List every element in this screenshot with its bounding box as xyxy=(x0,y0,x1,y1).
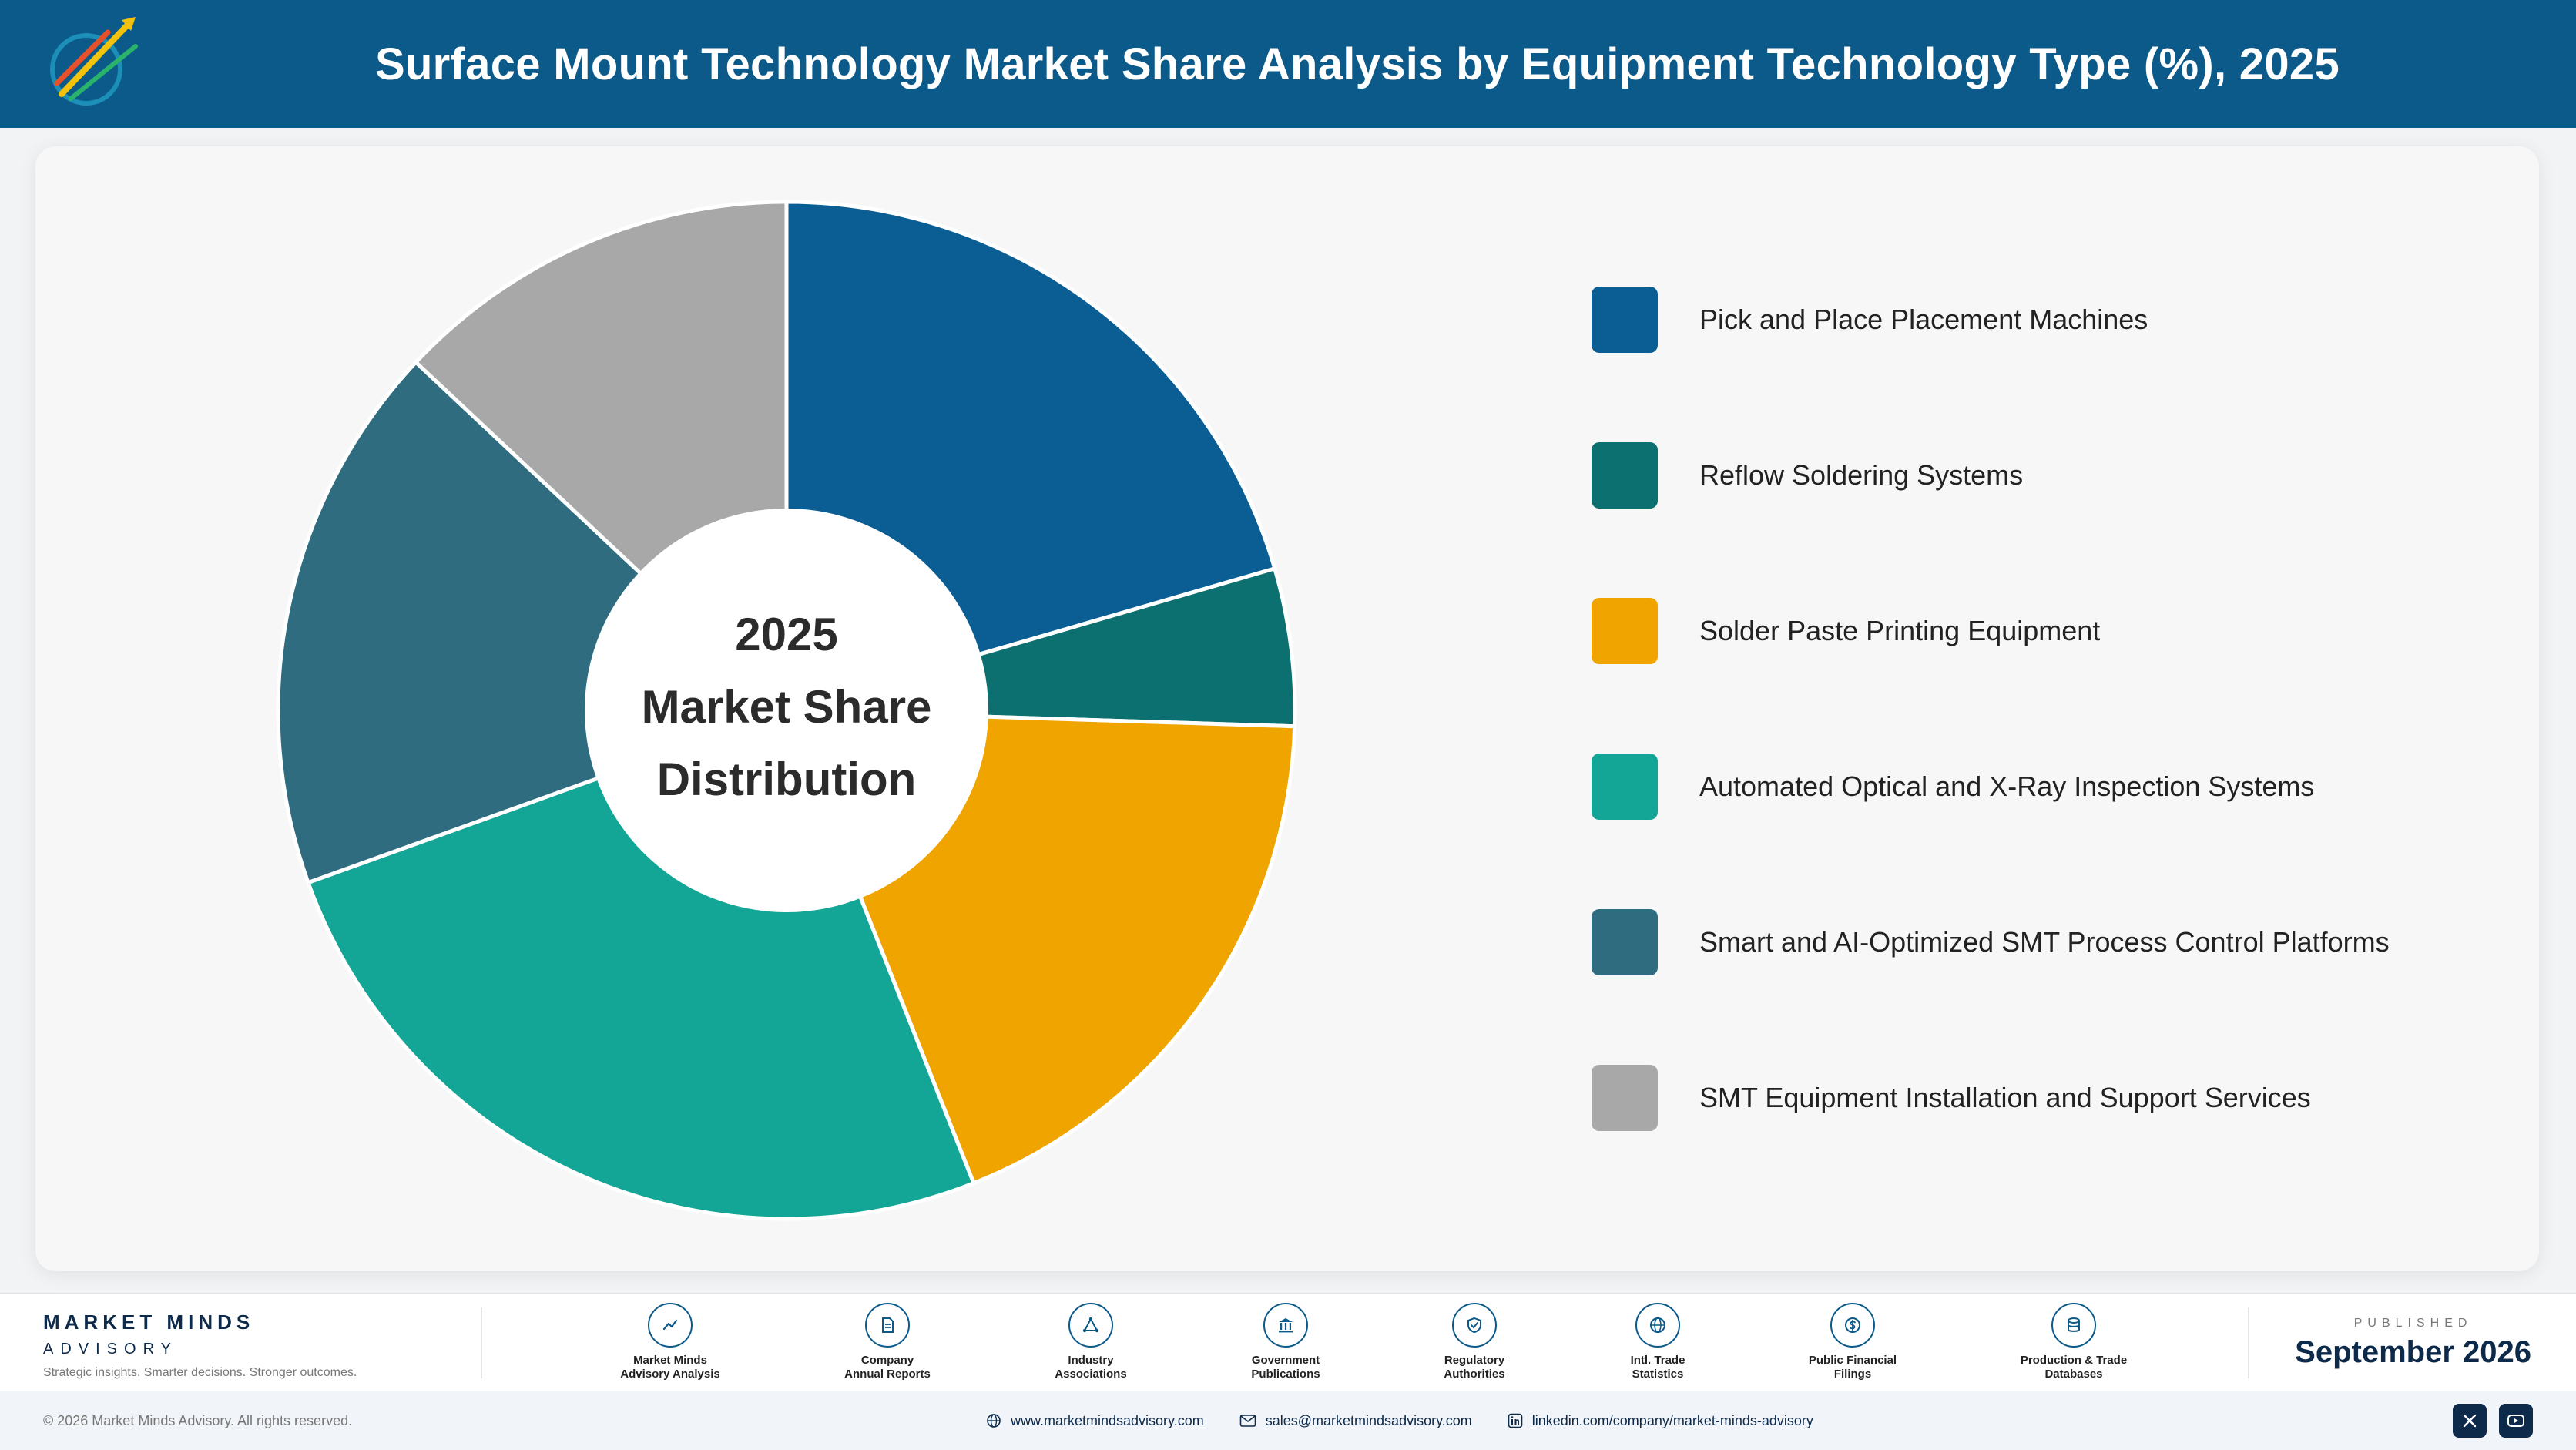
divider xyxy=(2248,1307,2249,1378)
legend-item-4: Automated Optical and X-Ray Inspection S… xyxy=(1592,754,2314,820)
source-item-2: Company Annual Reports xyxy=(803,1303,972,1381)
source-item-3: Industry Associations xyxy=(1006,1303,1176,1381)
globe-icon xyxy=(987,1414,1001,1428)
legend-item-6: SMT Equipment Installation and Support S… xyxy=(1592,1065,2311,1131)
email-text: sales@marketmindsadvisory.com xyxy=(1265,1412,1472,1428)
social-links xyxy=(2440,1404,2533,1438)
brand-block: MARKET MINDS ADVISORY Strategic insights… xyxy=(43,1311,357,1380)
legend-swatch xyxy=(1592,598,1658,664)
divider xyxy=(481,1307,482,1378)
copyright-text: © 2026 Market Minds Advisory. All rights… xyxy=(43,1412,353,1428)
legend-label: Solder Paste Printing Equipment xyxy=(1699,615,2101,646)
data-sources: Market Minds Advisory Analysis Company Annu… xyxy=(0,1294,2576,1392)
brand-tagline: Strategic insights. Smarter decisions. S… xyxy=(43,1366,357,1379)
dollar-coin-icon xyxy=(1830,1303,1875,1348)
source-label: Public Financial Filings xyxy=(1808,1354,1897,1381)
government-building-icon xyxy=(1263,1303,1308,1348)
source-item-4: Government Publications xyxy=(1201,1303,1370,1381)
legend-swatch xyxy=(1592,754,1658,820)
published-block: PUBLISHED September 2026 xyxy=(2295,1317,2531,1370)
header-bar: Surface Mount Technology Market Share An… xyxy=(0,0,2576,128)
pie-chart: 2025 Market Share Distribution xyxy=(276,200,1297,1221)
source-item-7: Public Financial Filings xyxy=(1768,1303,1937,1381)
mail-icon xyxy=(1239,1415,1256,1427)
published-label: PUBLISHED xyxy=(2353,1317,2473,1330)
legend-item-5: Smart and AI-Optimized SMT Process Contr… xyxy=(1592,909,2390,975)
email-link[interactable]: sales@marketmindsadvisory.com xyxy=(1239,1413,1472,1429)
source-item-1: Market Minds Advisory Analysis xyxy=(585,1303,755,1381)
linkedin-link[interactable]: linkedin.com/company/market-minds-adviso… xyxy=(1508,1413,1813,1429)
source-item-5: Regulatory Authorities xyxy=(1390,1303,1559,1381)
network-icon xyxy=(1068,1303,1113,1348)
source-label: Production & Trade Databases xyxy=(2020,1354,2128,1381)
footer: MARKET MINDS ADVISORY Strategic insights… xyxy=(0,1293,2576,1391)
source-item-6: Intl. Trade Statistics xyxy=(1573,1303,1742,1381)
legend-item-1: Pick and Place Placement Machines xyxy=(1592,287,2148,353)
center-label-line-3: Distribution xyxy=(657,754,917,805)
source-label: Intl. Trade Statistics xyxy=(1630,1354,1685,1381)
legend-swatch xyxy=(1592,1065,1658,1131)
legend-item-2: Reflow Soldering Systems xyxy=(1592,442,2023,509)
center-label-line-2: Market Share xyxy=(642,681,932,733)
legend-swatch xyxy=(1592,442,1658,509)
x-icon xyxy=(2463,1414,2477,1428)
source-label: Market Minds Advisory Analysis xyxy=(620,1354,720,1381)
source-label: Industry Associations xyxy=(1055,1354,1127,1381)
source-label: Company Annual Reports xyxy=(844,1354,931,1381)
legend-label: Reflow Soldering Systems xyxy=(1699,459,2024,491)
bottom-bar: © 2026 Market Minds Advisory. All rights… xyxy=(0,1391,2576,1450)
source-item-8: Production & Trade Databases xyxy=(1989,1303,2158,1381)
center-label-line-1: 2025 xyxy=(735,609,837,660)
x-button[interactable] xyxy=(2453,1404,2487,1438)
website-link[interactable]: www.marketmindsadvisory.com xyxy=(986,1413,1204,1429)
website-text: www.marketmindsadvisory.com xyxy=(1011,1412,1204,1428)
chart-card: 2025 Market Share Distribution Pick and Pl… xyxy=(35,146,2539,1271)
linkedin-icon xyxy=(1508,1413,1523,1428)
document-icon xyxy=(865,1303,910,1348)
youtube-icon xyxy=(2507,1415,2524,1427)
legend-label: Pick and Place Placement Machines xyxy=(1699,304,2148,335)
brand-sub: ADVISORY xyxy=(43,1341,178,1358)
chart-line-icon xyxy=(648,1303,693,1348)
brand-name: MARKET MINDS xyxy=(43,1311,255,1334)
linkedin-text: linkedin.com/company/market-minds-adviso… xyxy=(1531,1412,1813,1428)
legend-label: Automated Optical and X-Ray Inspection S… xyxy=(1699,770,2315,802)
legend-label: SMT Equipment Installation and Support S… xyxy=(1699,1082,2311,1113)
page-title: Surface Mount Technology Market Share An… xyxy=(374,39,2340,89)
shield-check-icon xyxy=(1452,1303,1497,1348)
legend-item-3: Solder Paste Printing Equipment xyxy=(1592,598,2100,664)
source-label: Government Publications xyxy=(1251,1354,1320,1381)
youtube-button[interactable] xyxy=(2499,1404,2533,1438)
published-date: September 2026 xyxy=(2295,1335,2531,1369)
market-minds-logo-icon xyxy=(50,17,138,106)
database-icon xyxy=(2051,1303,2096,1348)
contact-links: www.marketmindsadvisory.com sales@market… xyxy=(986,1391,1849,1450)
globe-icon xyxy=(1635,1303,1680,1348)
legend-swatch xyxy=(1592,287,1658,353)
legend-swatch xyxy=(1592,909,1658,975)
source-label: Regulatory Authorities xyxy=(1444,1354,1505,1381)
donut-hole xyxy=(585,509,988,912)
legend-label: Smart and AI-Optimized SMT Process Contr… xyxy=(1699,926,2390,958)
